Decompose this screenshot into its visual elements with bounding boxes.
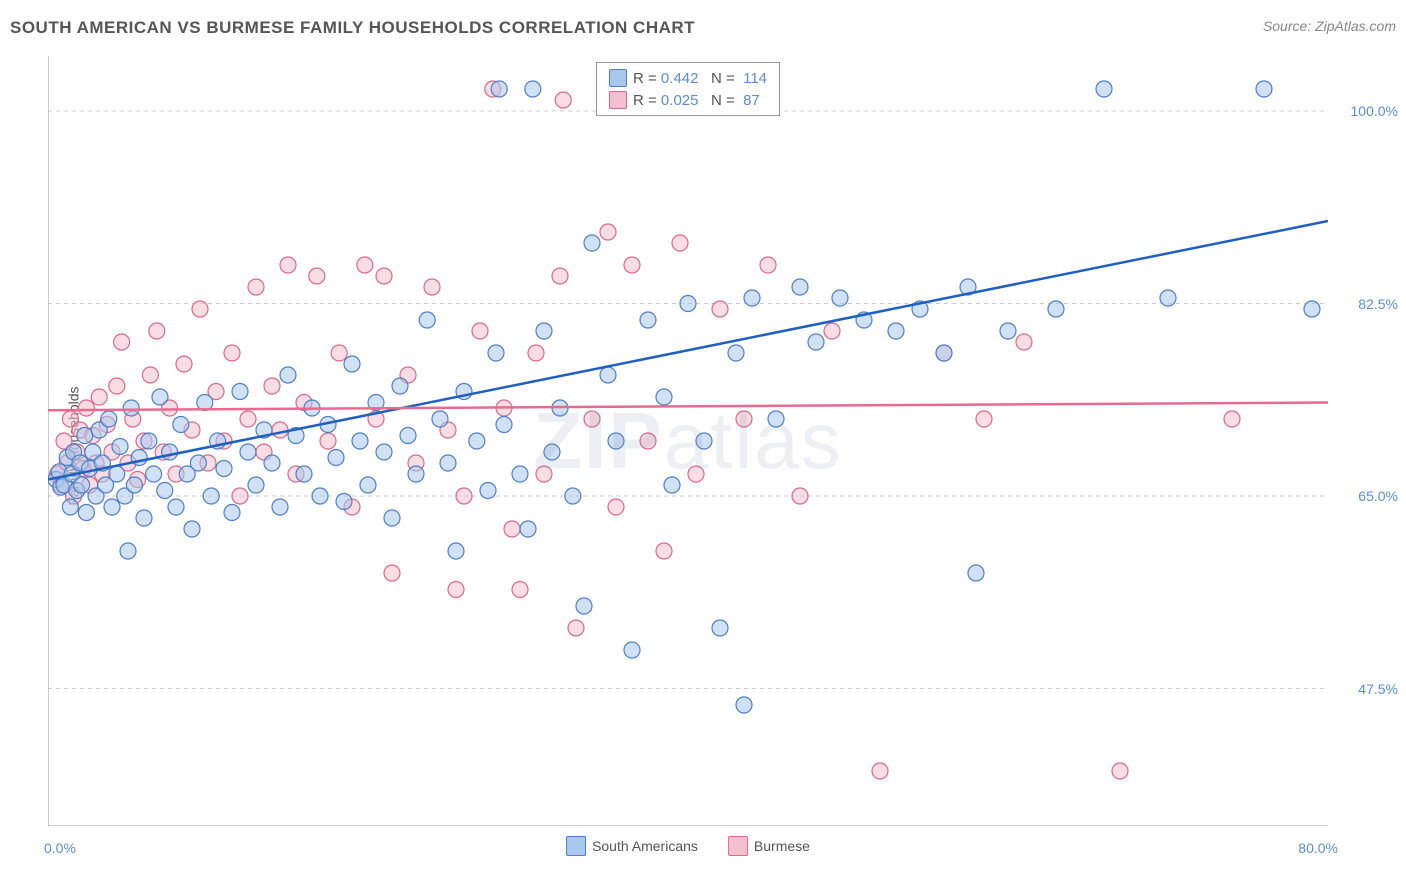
correlation-stats-box: R = 0.442 N = 114 R = 0.025 N = 87 [596,62,780,116]
stat-n-value: 87 [743,92,760,109]
swatch-icon [728,836,748,856]
legend-label: Burmese [754,838,810,854]
legend: South Americans Burmese [566,836,810,856]
swatch-icon [609,69,627,87]
stat-r-value: 0.025 [661,92,699,109]
y-tick-label: 100.0% [1351,103,1398,119]
swatch-icon [609,91,627,109]
header: SOUTH AMERICAN VS BURMESE FAMILY HOUSEHO… [10,18,1396,44]
stat-row-series-a: R = 0.442 N = 114 [597,67,779,89]
y-tick-label: 82.5% [1358,296,1398,312]
stat-label: R = [633,70,661,87]
stat-label: N = [698,70,738,87]
stat-label: N = [698,92,743,109]
chart-title: SOUTH AMERICAN VS BURMESE FAMILY HOUSEHO… [10,18,695,37]
stat-n-value: 114 [739,70,767,87]
legend-item-b: Burmese [728,836,810,856]
stat-r-value: 0.442 [661,70,699,87]
y-tick-label: 65.0% [1358,488,1398,504]
plot-area: ZIPatlas R = 0.442 N = 114 R = 0.025 N =… [48,56,1328,826]
legend-label: South Americans [592,838,698,854]
x-tick-first: 0.0% [44,840,76,856]
swatch-icon [566,836,586,856]
stat-row-series-b: R = 0.025 N = 87 [597,89,779,111]
y-tick-label: 47.5% [1358,681,1398,697]
stat-label: R = [633,92,661,109]
x-tick-last: 80.0% [1298,840,1338,856]
source-attribution: Source: ZipAtlas.com [1263,18,1396,34]
legend-item-a: South Americans [566,836,698,856]
scatter-chart [48,56,1328,826]
